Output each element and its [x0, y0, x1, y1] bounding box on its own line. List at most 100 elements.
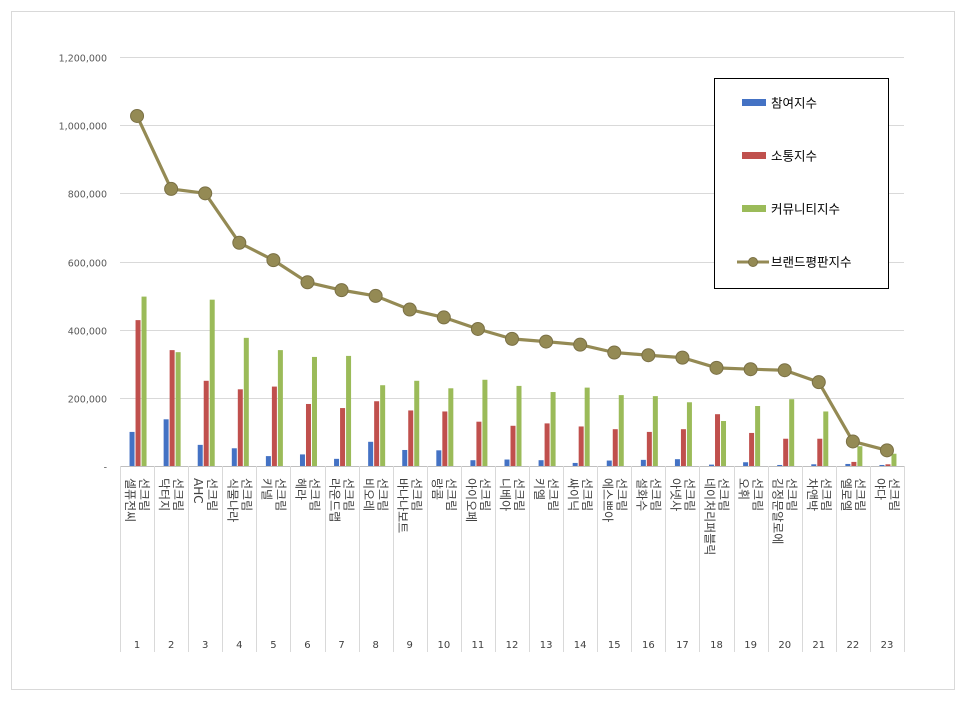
line-point — [368, 288, 383, 303]
category-label-line: 김정문알로에 — [771, 478, 785, 544]
category-label: 아넷사 선크림 — [668, 478, 696, 511]
bar — [442, 411, 448, 466]
bar — [885, 464, 891, 466]
bar — [879, 464, 885, 466]
bar — [209, 299, 215, 466]
category-label-line: 선크림 — [239, 478, 253, 511]
y-tick-label: 600,000 — [68, 259, 107, 270]
category-label: 설화수 선크림 — [634, 478, 662, 511]
line-point — [470, 321, 485, 336]
category-label-line: 선크림 — [887, 478, 901, 511]
category-label: 랑콤 선크림 — [430, 478, 458, 511]
rank-label: 16 — [642, 640, 655, 651]
y-tick-label: 1,000,000 — [59, 122, 107, 133]
bar — [783, 438, 789, 466]
line-point — [709, 360, 724, 375]
bar — [686, 402, 692, 466]
rank-label: 11 — [472, 640, 485, 651]
legend-item: 커뮤니티지수 — [742, 202, 840, 217]
bar — [646, 431, 652, 466]
bar — [811, 464, 817, 466]
bar — [606, 460, 612, 466]
legend-item: 브랜드평판지수 — [737, 255, 852, 270]
line-point — [198, 186, 213, 201]
category-label: 에스쁘아 선크림 — [600, 478, 628, 522]
category-label-line: 에스쁘아 — [600, 478, 614, 522]
line-point — [743, 362, 758, 377]
bar — [817, 438, 823, 466]
bar — [231, 448, 237, 466]
bar — [203, 380, 209, 466]
y-tick-label: - — [104, 463, 107, 474]
bar — [265, 456, 271, 466]
bar — [197, 444, 203, 466]
rank-label: 20 — [778, 640, 791, 651]
bar — [476, 421, 482, 466]
category-label: 식물나라 선크림 — [225, 478, 253, 522]
bar — [311, 356, 317, 466]
bar — [271, 386, 277, 466]
legend-label: 커뮤니티지수 — [771, 202, 840, 217]
rank-label: 8 — [372, 640, 378, 651]
bar — [277, 350, 283, 466]
rank-label: 7 — [338, 640, 344, 651]
bar — [448, 388, 454, 466]
rank-label: 12 — [506, 640, 519, 651]
bar-series — [129, 296, 897, 466]
bar — [538, 460, 544, 466]
bar — [510, 425, 516, 466]
line-point — [402, 302, 417, 317]
rank-label: 1 — [134, 640, 140, 651]
category-label-line: 선크림 — [580, 478, 594, 511]
bar — [749, 432, 755, 466]
category-label-line: 아이오페 — [464, 478, 478, 522]
category-label-line: 선크림 — [273, 478, 287, 511]
category-label-line: 선크림 — [785, 478, 799, 511]
rank-label: 13 — [540, 640, 553, 651]
legend-item: 소통지수 — [742, 149, 817, 164]
bar — [789, 399, 795, 466]
bar — [414, 380, 420, 466]
bar — [652, 396, 658, 466]
category-label-line: 설화수 — [634, 478, 648, 511]
bar — [674, 459, 680, 466]
legend-label: 브랜드평판지수 — [771, 255, 852, 270]
bar — [544, 423, 550, 466]
bar — [851, 461, 857, 466]
legend-swatch — [742, 99, 766, 106]
category-label-line: 선크림 — [648, 478, 662, 511]
bar — [504, 459, 510, 466]
legend-swatch — [742, 205, 766, 212]
bar — [408, 410, 414, 466]
line-point — [879, 443, 894, 458]
category-label-line: 선크림 — [205, 478, 219, 511]
category-label-line: 선크림 — [819, 478, 833, 511]
bar — [299, 454, 305, 466]
category-label: 야다 선크림 — [873, 478, 901, 511]
category-label-line: 선크림 — [717, 478, 731, 511]
bar — [305, 403, 311, 466]
bar — [243, 337, 249, 466]
bar — [584, 387, 590, 466]
category-label: 닥터지 선크림 — [157, 478, 185, 511]
legend-box — [714, 78, 889, 289]
y-tick-label: 800,000 — [68, 190, 107, 201]
category-label-line: 니베아 — [498, 478, 512, 511]
bar — [612, 429, 618, 466]
bar — [857, 446, 863, 466]
bar — [368, 441, 374, 466]
category-label-line: 엘로엘 — [839, 478, 853, 511]
line-point — [573, 337, 588, 352]
category-label-line: 키엘 — [532, 478, 546, 500]
category-label-line: 선크림 — [614, 478, 628, 511]
bar — [380, 385, 386, 466]
line-point — [641, 348, 656, 363]
line-point — [334, 283, 349, 298]
line-point — [266, 253, 281, 268]
category-label: 엘로엘 선크림 — [839, 478, 867, 511]
line-point — [777, 363, 792, 378]
category-label-line: 식물나라 — [225, 478, 239, 522]
